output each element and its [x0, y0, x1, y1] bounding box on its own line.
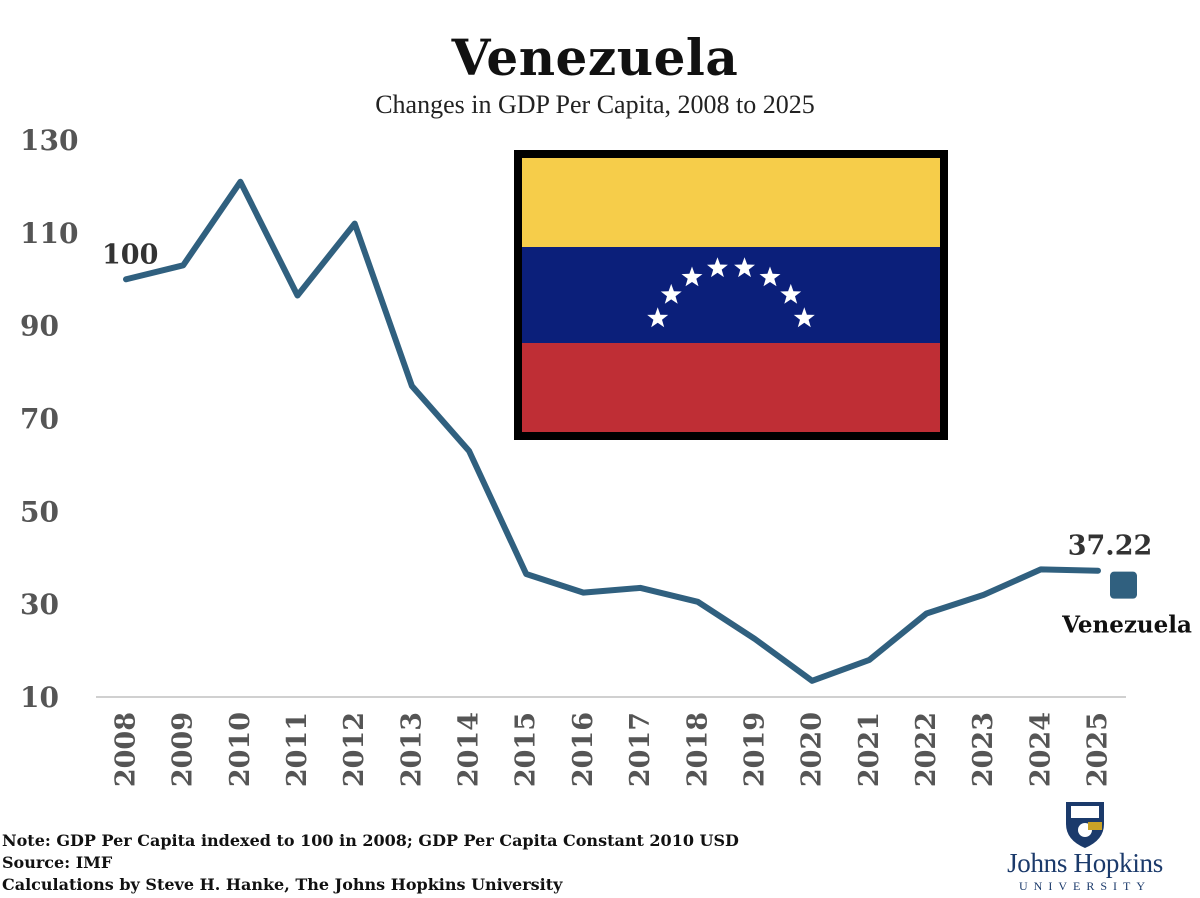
legend: Venezuela — [1061, 571, 1192, 639]
source-line: Source: IMF — [2, 853, 113, 872]
flag-star-icon — [734, 257, 755, 278]
x-tick-label: 2008 — [111, 712, 142, 787]
x-tick-label: 2018 — [682, 712, 713, 787]
flag-star-icon — [793, 307, 815, 328]
legend-label: Venezuela — [1061, 612, 1192, 639]
x-tick-label: 2011 — [282, 712, 313, 787]
flag-star-icon — [759, 266, 781, 287]
y-tick-label: 70 — [20, 403, 59, 436]
annotations: 100 37.22 — [102, 239, 1152, 561]
jhu-university: UNIVERSITY — [1019, 879, 1151, 893]
x-tick-label: 2023 — [968, 712, 999, 787]
note-line: Note: GDP Per Capita indexed to 100 in 2… — [2, 831, 739, 850]
y-tick-label: 130 — [20, 124, 78, 157]
x-tick-label: 2022 — [911, 712, 942, 787]
chart-title: Venezuela — [451, 28, 739, 87]
y-tick-label: 10 — [20, 681, 59, 714]
x-axis: 2008 2009 2010 2011 2012 2013 2014 2015 2016 2017… — [111, 712, 1114, 787]
venezuela-flag — [514, 150, 948, 440]
y-tick-label: 30 — [20, 588, 59, 621]
x-tick-label: 2019 — [739, 712, 770, 787]
flag-star-icon — [681, 266, 703, 287]
x-tick-label: 2014 — [454, 712, 485, 787]
y-tick-label: 50 — [20, 495, 59, 528]
flag-star-icon — [707, 257, 728, 278]
jhu-logo: Johns Hopkins UNIVERSITY — [990, 800, 1180, 895]
chart-subtitle: Changes in GDP Per Capita, 2008 to 2025 — [375, 90, 815, 119]
data-label: 37.22 — [1068, 531, 1153, 562]
x-tick-label: 2021 — [854, 712, 885, 787]
x-tick-label: 2010 — [225, 712, 256, 787]
x-tick-label: 2015 — [511, 712, 542, 787]
x-tick-label: 2013 — [396, 712, 427, 787]
legend-swatch — [1110, 571, 1137, 599]
x-tick-label: 2020 — [797, 712, 828, 787]
flag-stripe-yellow — [522, 158, 940, 247]
flag-star-icon — [647, 307, 669, 328]
flag-star-icon — [780, 283, 802, 304]
x-tick-label: 2025 — [1083, 712, 1114, 787]
series-line-venezuela — [123, 178, 1101, 684]
x-tick-label: 2017 — [625, 712, 656, 787]
y-axis: 10 30 50 70 90 110 130 — [20, 124, 78, 714]
footnotes: Note: GDP Per Capita indexed to 100 in 2… — [2, 830, 739, 896]
flag-stars — [647, 257, 815, 328]
flag-stripe-blue — [522, 247, 940, 343]
y-tick-label: 90 — [20, 310, 59, 343]
x-tick-label: 2016 — [568, 712, 599, 787]
jhu-name: Johns Hopkins — [1007, 848, 1163, 878]
x-tick-label: 2024 — [1025, 712, 1056, 787]
jhu-shield-icon — [1066, 802, 1104, 848]
x-tick-label: 2009 — [168, 712, 199, 787]
y-tick-label: 110 — [20, 217, 78, 250]
flag-star-icon — [660, 283, 682, 304]
data-label: 100 — [102, 239, 158, 270]
x-tick-label: 2012 — [339, 712, 370, 787]
flag-stripe-red — [522, 343, 940, 432]
credit-line: Calculations by Steve H. Hanke, The John… — [2, 875, 563, 894]
